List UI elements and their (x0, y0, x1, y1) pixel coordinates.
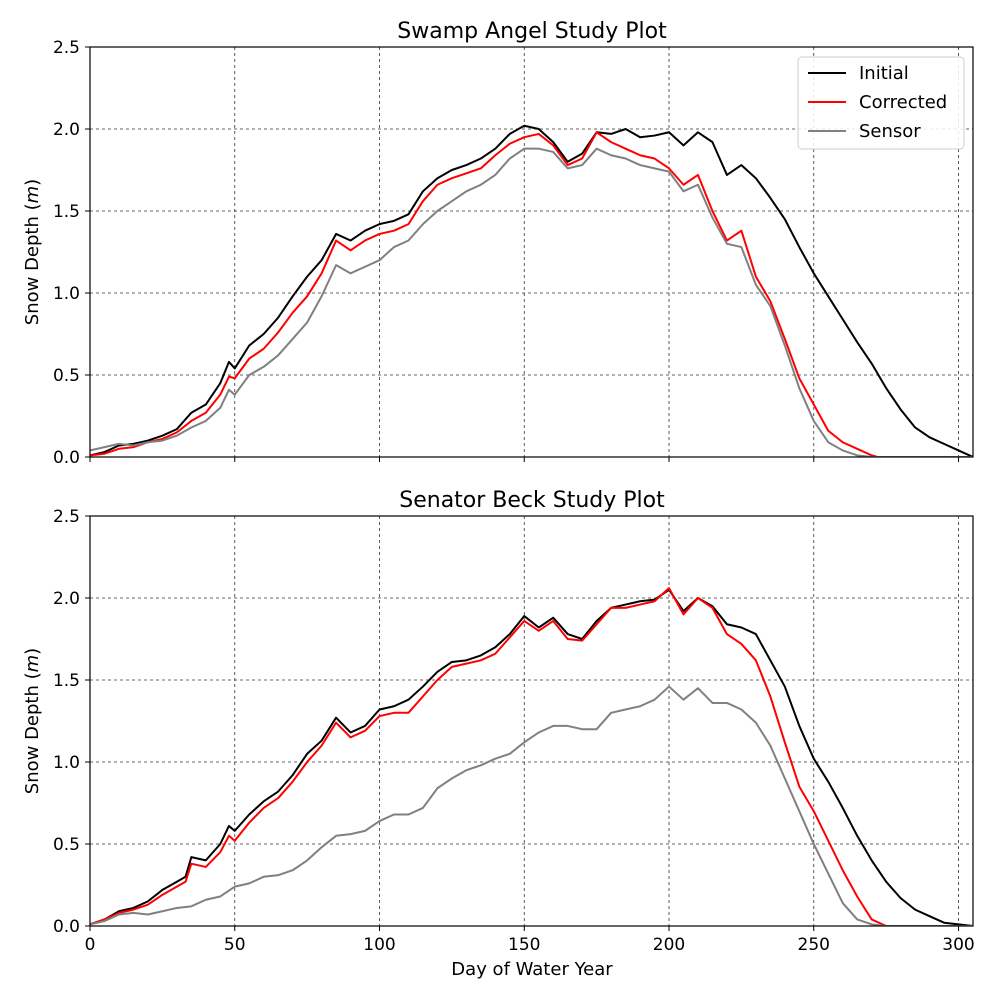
legend-label: Initial (859, 63, 909, 84)
chart-title: Swamp Angel Study Plot (397, 19, 667, 44)
legend-box (797, 56, 965, 150)
x-tick-label: 100 (363, 935, 395, 955)
x-tick-label: 300 (942, 935, 974, 955)
series-line-corrected (90, 131, 973, 457)
x-tick-label: 150 (508, 935, 540, 955)
series-line-sensor (90, 685, 973, 926)
series-line-corrected (90, 587, 973, 926)
senator-beck-panel: Senator Beck Study Plot Snow Depth (m) D… (22, 488, 975, 980)
x-tick-label: 0 (85, 935, 96, 955)
y-tick-label: 2.5 (53, 38, 80, 58)
y-tick-label: 2.5 (53, 507, 80, 527)
legend: Initial Corrected Sensor (797, 56, 965, 150)
x-axis-label: Day of Water Year (451, 959, 613, 980)
y-tick-label: 2.0 (53, 589, 80, 609)
x-tick-label: 250 (798, 935, 830, 955)
y-tick-label: 0.5 (53, 835, 80, 855)
series-line-initial (90, 124, 973, 457)
y-tick-label: 0.0 (53, 917, 80, 937)
y-axis-label: Snow Depth (m) (22, 179, 43, 325)
series-line-initial (90, 588, 973, 926)
x-tick-label: 200 (653, 935, 685, 955)
axes-frame (89, 515, 974, 927)
y-tick-label: 0.5 (53, 366, 80, 386)
y-axis-label: Snow Depth (m) (22, 648, 43, 794)
y-tick-label: 1.5 (53, 202, 80, 222)
series-line-sensor (90, 147, 973, 457)
x-tick-label: 50 (224, 935, 246, 955)
y-tick-label: 1.0 (53, 753, 80, 773)
swamp-angel-panel: Swamp Angel Study Plot Snow Depth (m) 0.… (22, 19, 974, 468)
y-tick-label: 2.0 (53, 120, 80, 140)
y-tick-label: 0.0 (53, 448, 80, 468)
y-tick-label: 1.0 (53, 284, 80, 304)
legend-label: Sensor (859, 121, 921, 142)
y-tick-label: 1.5 (53, 671, 80, 691)
chart-title: Senator Beck Study Plot (399, 488, 665, 513)
axes-frame (89, 46, 974, 458)
legend-label: Corrected (859, 92, 947, 113)
